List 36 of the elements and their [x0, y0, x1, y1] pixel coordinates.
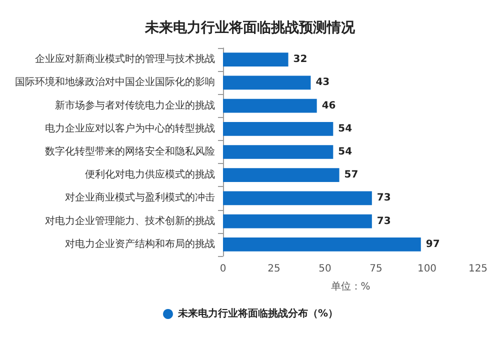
y-tick-label: 电力企业应对以客户为中心的转型挑战 [45, 122, 215, 134]
y-tick-label: 对电力企业管理能力、技术创新的挑战 [45, 214, 215, 227]
x-tick-label: 50 [318, 264, 332, 274]
bar [223, 191, 372, 206]
bar [223, 122, 334, 136]
data-label: 54 [338, 146, 352, 158]
data-label: 46 [322, 100, 336, 112]
bar [223, 52, 288, 66]
y-tick-label: 数字化转型带来的网络安全和隐私风险 [45, 146, 215, 158]
data-label: 54 [338, 123, 352, 134]
y-tick-label: 便利化对电力供应模式的挑战 [85, 168, 215, 181]
bar [223, 145, 334, 159]
y-tick-label: 企业应对新商业模式时的管理与技术挑战 [35, 53, 215, 66]
y-tick-label: 新市场参与者对传统电力企业的挑战 [55, 99, 215, 112]
bar [223, 98, 317, 113]
x-tick-label: 100 [417, 264, 437, 274]
y-tick-label: 国际环境和地缘政治对中国企业国际化的影响 [15, 76, 215, 88]
legend-label: 未来电力行业将面临挑战分布（%） [177, 308, 338, 320]
x-tick-label: 25 [268, 264, 280, 274]
bar [223, 214, 372, 228]
data-label: 97 [426, 238, 440, 250]
x-tick-label: 125 [468, 264, 488, 274]
data-label: 32 [293, 54, 308, 66]
bar [223, 238, 421, 252]
bar [223, 168, 340, 182]
data-label: 73 [376, 216, 391, 227]
bar [223, 76, 311, 90]
x-tick-label: 75 [370, 264, 382, 274]
x-tick-label: 0 [220, 264, 226, 274]
y-tick-label: 对企业商业模式与盈利模式的冲击 [65, 192, 215, 204]
chart-title: 未来电力行业将面临挑战预测情况 [144, 20, 356, 36]
y-tick-label: 对电力企业资产结构和布局的挑战 [65, 238, 215, 250]
data-label: 73 [376, 192, 391, 204]
data-label: 43 [316, 77, 330, 88]
x-axis-title: 单位：% [330, 280, 370, 292]
data-label: 57 [344, 170, 358, 181]
